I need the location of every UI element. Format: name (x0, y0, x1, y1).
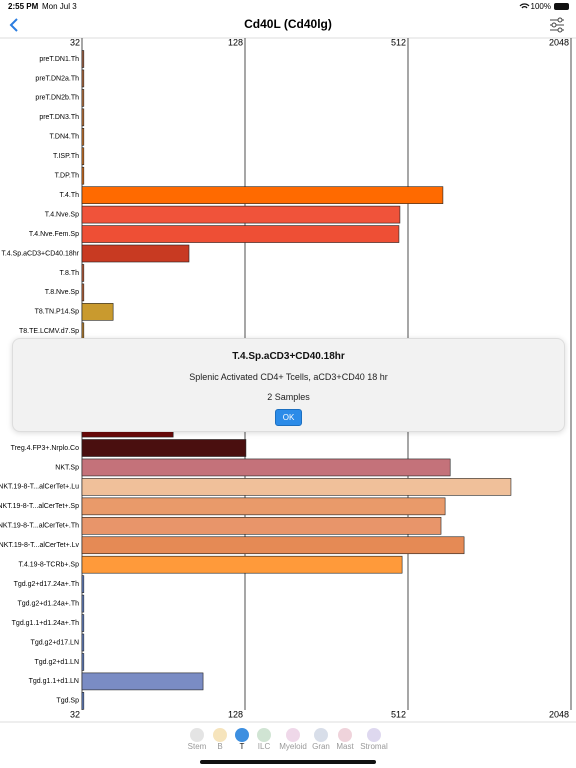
tab-label[interactable]: Mast (336, 742, 354, 751)
settings-button[interactable] (550, 17, 564, 33)
x-tick-label-top: 128 (228, 37, 243, 47)
popup-description: Splenic Activated CD4+ Tcells, aCD3+CD40… (189, 372, 388, 382)
bar (81, 497, 446, 516)
x-tick-label-top: 2048 (549, 37, 569, 47)
tab-icon (367, 728, 381, 742)
tab-label[interactable]: T (240, 742, 245, 751)
bar (81, 264, 85, 282)
bar (81, 575, 85, 593)
status-battery: 100% (531, 2, 551, 11)
y-tick-label: T.4.Nve.Fem.Sp (29, 231, 79, 238)
bar (81, 50, 85, 68)
y-tick-label: T.4.Sp.aCD3+CD40.18hr (1, 250, 79, 257)
tab-label[interactable]: Stromal (360, 742, 388, 751)
y-tick-label: T.8.Nve.Sp (45, 289, 79, 296)
bar (81, 128, 85, 146)
tab-icon (338, 728, 352, 742)
status-date: Mon Jul 3 (42, 2, 77, 11)
tab-icon (257, 728, 271, 742)
bar (81, 614, 85, 632)
wifi-icon (519, 3, 530, 9)
tab-label[interactable]: Gran (312, 742, 330, 751)
popup-samples: 2 Samples (267, 392, 310, 402)
bar (81, 89, 85, 107)
back-button[interactable] (9, 18, 18, 32)
x-tick-label-bottom: 2048 (549, 709, 569, 719)
y-tick-label: Tgd.g1.1+d1.LN (29, 678, 79, 685)
bar (81, 108, 85, 127)
tab-label[interactable]: B (217, 742, 222, 751)
y-tick-label: preT.DN2a.Th (35, 75, 79, 82)
bar (81, 594, 85, 613)
bar (81, 458, 451, 477)
y-tick-label: T.4.19-8-TCRb+.Sp (19, 562, 80, 569)
bar (81, 692, 85, 710)
y-tick-label: Tgd.Sp (56, 698, 79, 705)
nav-title: Cd40L (Cd40lg) (244, 17, 332, 31)
y-tick-label: T.DN4.Th (49, 134, 79, 141)
tab-label[interactable]: Stem (188, 742, 207, 751)
y-tick-label: preT.DN3.Th (39, 114, 79, 121)
y-tick-label: Tgd.g2+d17.LN (31, 639, 79, 646)
bar (81, 516, 442, 535)
x-tick-label-top: 512 (391, 37, 406, 47)
bar (81, 478, 512, 496)
y-tick-label: T8.TN.P14.Sp (35, 309, 79, 316)
tab-label[interactable]: ILC (258, 742, 271, 751)
y-tick-label: Tgd.g2+d17.24a+.Th (14, 581, 79, 588)
y-tick-label: NKT.19-8-T...alCerTet+.Sp (0, 503, 79, 510)
sample-popup: T.4.Sp.aCD3+CD40.18hr Splenic Activated … (12, 338, 565, 432)
bar (81, 653, 85, 671)
y-tick-label: T8.TE.LCMV.d7.Sp (19, 328, 79, 335)
x-tick-label-bottom: 32 (70, 709, 80, 719)
y-tick-label: Tgd.g2+d1.LN (34, 659, 79, 666)
y-tick-label: Treg.4.FP3+.Nrplo.Co (11, 445, 80, 452)
tab-icon (213, 728, 227, 742)
bar (81, 186, 444, 204)
y-tick-label: T.8.Th (60, 270, 80, 277)
y-tick-label: NKT.19-8-T...alCerTet+.Lu (0, 484, 79, 491)
bar (81, 303, 114, 321)
y-tick-label: T.ISP.Th (53, 153, 79, 160)
tab-icon (314, 728, 328, 742)
bar (81, 69, 85, 88)
bar (81, 225, 400, 243)
ok-button[interactable]: OK (274, 409, 303, 426)
tab-icon (190, 728, 204, 742)
bar (81, 166, 85, 185)
y-tick-label: preT.DN2b.Th (35, 95, 79, 102)
tab-label[interactable]: Myeloid (279, 742, 307, 751)
bar (81, 672, 204, 691)
tab-icon (286, 728, 300, 742)
x-tick-label-bottom: 512 (391, 709, 406, 719)
x-tick-label-bottom: 128 (228, 709, 243, 719)
y-tick-label: preT.DN1.Th (39, 56, 79, 63)
bar (81, 555, 403, 574)
status-time: 2:55 PM (8, 2, 39, 11)
bar (81, 147, 85, 166)
y-tick-label: T.4.Th (60, 192, 80, 199)
bar (81, 633, 85, 652)
bar (81, 283, 85, 302)
y-tick-label: Tgd.g1.1+d1.24a+.Th (12, 620, 79, 627)
x-tick-label-top: 32 (70, 37, 80, 47)
bar (81, 205, 401, 224)
bar (81, 536, 465, 555)
popup-title: T.4.Sp.aCD3+CD40.18hr (232, 351, 345, 362)
y-tick-label: NKT.Sp (55, 464, 79, 471)
bar (81, 439, 247, 457)
y-tick-label: T.4.Nve.Sp (45, 211, 79, 218)
tab-icon (235, 728, 249, 742)
battery-icon (554, 3, 569, 10)
y-tick-label: NKT.19-8-T...alCerTet+.Lv (0, 542, 79, 549)
bar (81, 244, 190, 263)
y-tick-label: Tgd.g2+d1.24a+.Th (18, 600, 80, 607)
y-tick-label: T.DP.Th (55, 173, 79, 180)
home-indicator (200, 760, 376, 764)
y-tick-label: NKT.19-8-T...alCerTet+.Th (0, 523, 79, 530)
